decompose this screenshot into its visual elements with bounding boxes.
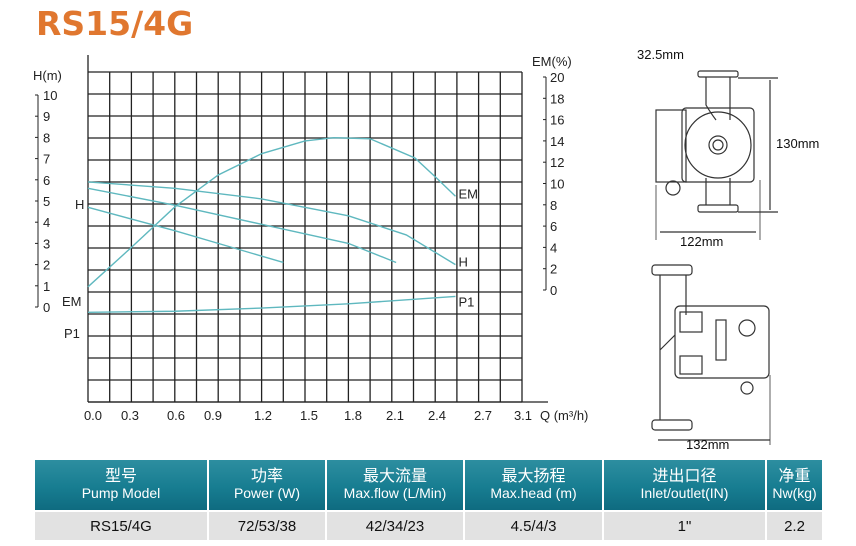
y-right-tick-label: 2 xyxy=(550,262,557,277)
y-right-tick-label: 0 xyxy=(550,283,557,298)
y-left-tick-label: 0 xyxy=(43,300,50,315)
y-right-tick-label: 8 xyxy=(550,198,557,213)
p1-side-label: P1 xyxy=(64,326,80,341)
x-tick-label: 1.2 xyxy=(254,408,272,423)
cell-model: RS15/4G xyxy=(35,510,209,540)
y-left-axis-label: H(m) xyxy=(33,68,62,83)
y-left-tick-label: 3 xyxy=(43,236,50,251)
table-header-row: 型号 Pump Model 功率 Power (W) 最大流量 Max.flow (L… xyxy=(35,460,822,511)
y-right-tick-label: 10 xyxy=(550,177,564,192)
width-dimension-label: 122mm xyxy=(680,234,724,249)
series-line-p1 xyxy=(87,295,456,313)
y-left-tick-label: 4 xyxy=(43,215,50,230)
header-cell: 净重 Nw(kg) xyxy=(766,460,822,511)
y-right-tick-label: 6 xyxy=(550,219,557,234)
series-line-h xyxy=(87,181,456,266)
y-left-tick-label: 7 xyxy=(43,152,50,167)
height-dimension-label: 130mm xyxy=(776,136,820,151)
pump-front-view xyxy=(655,70,778,240)
x-tick-label: 2.7 xyxy=(474,408,492,423)
y-right-axis-label: EM(%) xyxy=(532,54,572,69)
h-side-label: H xyxy=(75,197,84,212)
length-dimension-label: 132mm xyxy=(686,437,730,452)
page-title: RS15/4G xyxy=(36,4,194,43)
series-end-label: P1 xyxy=(458,294,474,309)
x-tick-label: 0.9 xyxy=(204,408,222,423)
series-line-h-1 xyxy=(87,187,397,264)
performance-chart: H(m)012345678910EM(%)024681012141618200.… xyxy=(33,54,588,423)
y-left-tick-label: 2 xyxy=(43,258,50,273)
y-left-tick-label: 8 xyxy=(43,130,50,145)
x-tick-label: 2.4 xyxy=(428,408,446,423)
pump-drawings xyxy=(651,70,778,445)
series-line-h-2 xyxy=(87,206,284,264)
series-line-em xyxy=(87,137,456,288)
x-tick-label: 0.6 xyxy=(167,408,185,423)
cell-max-flow: 42/34/23 xyxy=(326,510,465,540)
header-cell: 型号 Pump Model xyxy=(35,460,209,511)
y-right-tick-label: 18 xyxy=(550,91,564,106)
y-right-tick-label: 4 xyxy=(550,240,557,255)
header-cell: 最大流量 Max.flow (L/Min) xyxy=(326,460,465,511)
series-end-label: EM xyxy=(458,186,478,201)
cell-max-head: 4.5/4/3 xyxy=(464,510,604,540)
y-right-tick-label: 12 xyxy=(550,155,564,170)
y-right-tick-label: 14 xyxy=(550,134,564,149)
x-tick-label: 3.1 xyxy=(514,408,532,423)
series-end-label: H xyxy=(458,255,467,270)
y-left-tick-label: 1 xyxy=(43,279,50,294)
cell-power: 72/53/38 xyxy=(208,510,327,540)
y-right-tick-label: 20 xyxy=(550,70,564,85)
cell-weight: 2.2 xyxy=(766,510,822,540)
header-cell: 功率 Power (W) xyxy=(208,460,327,511)
y-right-tick-label: 16 xyxy=(550,113,564,128)
flange-dimension-label: 32.5mm xyxy=(637,47,684,62)
spec-table: 型号 Pump Model 功率 Power (W) 最大流量 Max.flow (L… xyxy=(35,460,822,540)
cell-inlet-outlet: 1" xyxy=(603,510,767,540)
x-tick-label: 0.3 xyxy=(121,408,139,423)
header-cell: 进出口径 Inlet/outlet(IN) xyxy=(603,460,767,511)
x-tick-label: 0.0 xyxy=(84,408,102,423)
y-left-tick-label: 9 xyxy=(43,109,50,124)
y-left-tick-label: 5 xyxy=(43,194,50,209)
x-axis-label: Q (m³/h) xyxy=(540,408,588,423)
x-tick-label: 1.8 xyxy=(344,408,362,423)
em-side-label: EM xyxy=(62,294,82,309)
x-tick-label: 2.1 xyxy=(386,408,404,423)
y-left-tick-label: 6 xyxy=(43,173,50,188)
table-row: RS15/4G 72/53/38 42/34/23 4.5/4/3 1" 2.2 xyxy=(35,510,822,540)
pump-side-view xyxy=(651,264,771,445)
header-cell: 最大扬程 Max.head (m) xyxy=(464,460,604,511)
y-left-tick-label: 10 xyxy=(43,88,57,103)
x-tick-label: 1.5 xyxy=(300,408,318,423)
